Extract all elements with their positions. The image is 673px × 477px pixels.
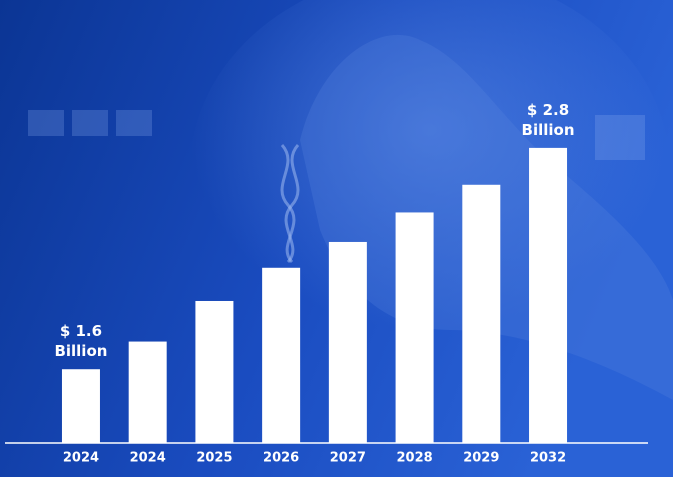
- decor-panels: [28, 110, 645, 160]
- x-tick-label: 2026: [263, 451, 299, 466]
- bar: [195, 300, 234, 443]
- decor-dna: [284, 143, 300, 264]
- x-tick-label: 2027: [330, 451, 366, 466]
- x-tick-label: 2028: [396, 451, 432, 466]
- x-tick-label: 2024: [63, 451, 99, 466]
- decor-dna: [280, 143, 296, 264]
- bar: [395, 212, 434, 443]
- bar: [61, 369, 100, 443]
- bar: [262, 267, 301, 443]
- bar: [462, 184, 501, 443]
- bar: [328, 241, 367, 443]
- value-label: $ 2.8 Billion: [521, 100, 575, 139]
- value-label: $ 1.6 Billion: [54, 322, 108, 361]
- x-tick-label: 2025: [196, 451, 232, 466]
- x-tick-label: 2032: [530, 451, 566, 466]
- x-tick-label: 2029: [463, 451, 499, 466]
- bar: [128, 341, 167, 443]
- bar: [529, 147, 568, 443]
- x-tick-label: 2024: [130, 451, 166, 466]
